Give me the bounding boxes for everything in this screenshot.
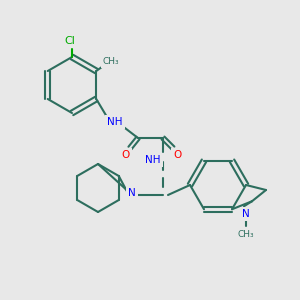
Text: CH₃: CH₃ bbox=[238, 230, 254, 239]
Text: NH: NH bbox=[107, 117, 123, 127]
Text: N: N bbox=[128, 188, 136, 198]
Text: NH: NH bbox=[145, 155, 161, 165]
Text: N: N bbox=[242, 209, 250, 219]
Text: O: O bbox=[122, 150, 130, 160]
Text: Cl: Cl bbox=[64, 36, 75, 46]
Text: CH₃: CH₃ bbox=[103, 56, 120, 65]
Text: O: O bbox=[173, 150, 181, 160]
